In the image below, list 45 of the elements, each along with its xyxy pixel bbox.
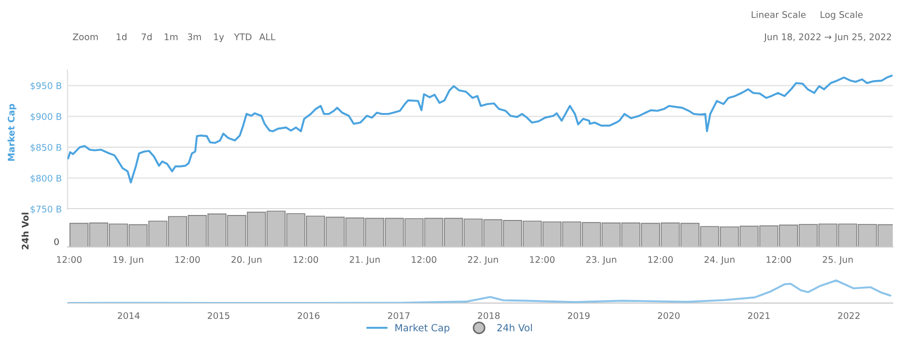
text: Linear Scale xyxy=(752,11,806,18)
text: ALL xyxy=(259,34,276,40)
text: 24h Vol xyxy=(497,324,532,332)
x-tick-label: 12:00 xyxy=(175,256,200,263)
text: Zoom xyxy=(72,34,98,40)
text: 1d xyxy=(116,33,126,40)
y-axis-title: Market Cap xyxy=(8,104,16,161)
x-tick-label: 12:00 xyxy=(530,256,555,263)
x-tick-label: 19. Jun xyxy=(114,256,144,265)
x-tick-label: 2021 xyxy=(748,312,770,320)
y-tick-label: $950 B xyxy=(30,82,62,90)
y-axis-title: 24h Vol xyxy=(22,212,29,250)
x-tick-label: 2015 xyxy=(208,312,230,320)
x-tick-label: 2018 xyxy=(478,312,500,320)
x-tick-label: 22. Jun xyxy=(468,256,498,265)
line-series xyxy=(68,74,893,184)
x-tick-label: 2014 xyxy=(118,312,140,320)
x-tick-label: 21. Jun xyxy=(350,256,380,265)
x-tick-label: 2020 xyxy=(658,312,680,320)
text: 0 xyxy=(54,238,59,246)
x-tick-label: 20. Jun xyxy=(232,256,262,265)
x-tick-label: 2017 xyxy=(388,312,410,320)
y-tick-label: $800 B xyxy=(30,174,62,183)
text: 1y xyxy=(214,34,224,42)
x-tick-label: 25. Jun xyxy=(822,256,853,265)
text: 3m xyxy=(188,33,201,40)
text: 1m xyxy=(164,34,178,40)
x-tick-label: 2022 xyxy=(838,312,860,320)
x-tick-label: 12:00 xyxy=(294,256,318,263)
x-tick-label: 12:00 xyxy=(648,256,673,263)
text: 7d xyxy=(142,33,152,40)
x-tick-label: 12:00 xyxy=(412,256,436,263)
y-tick-label: $850 B xyxy=(30,144,62,152)
x-tick-label: 24. Jun xyxy=(704,256,734,265)
text: Log Scale xyxy=(820,11,863,20)
x-tick-label: 2019 xyxy=(568,312,590,320)
x-tick-label: 12:00 xyxy=(766,256,792,263)
x-tick-label: 2016 xyxy=(298,312,320,320)
legend-label: Market Cap xyxy=(395,324,450,334)
x-tick-label: 23. Jun xyxy=(586,256,616,265)
text: Jun 18, 2022 → Jun 25, 2022 xyxy=(764,33,891,42)
y-tick-label: $750 B xyxy=(30,206,62,214)
text: YTD xyxy=(234,34,252,40)
x-tick-label: 12:00 xyxy=(57,256,82,263)
y-tick-label: $900 B xyxy=(30,112,62,122)
